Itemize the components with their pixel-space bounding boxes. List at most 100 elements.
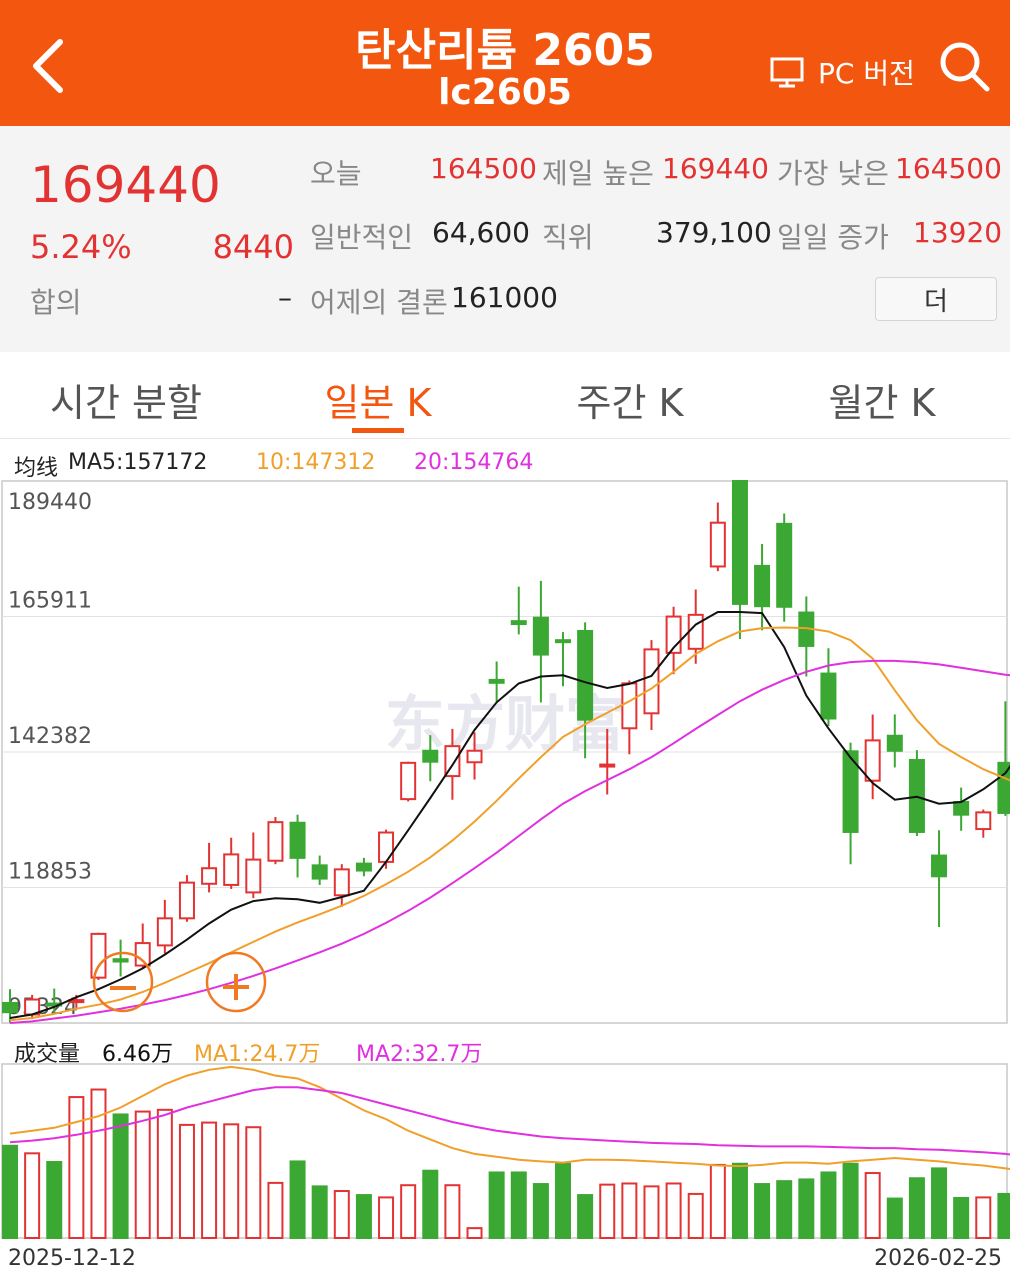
zoom-in-icon[interactable] — [205, 951, 267, 1013]
ma20-legend: 20:154764 — [414, 450, 534, 475]
volume-label: 일반적인 — [310, 221, 414, 254]
prev-settle-label: 어제의 결론 — [310, 286, 448, 319]
volume-bar-down — [510, 1171, 527, 1239]
candle-up — [378, 831, 395, 863]
candle-up — [643, 648, 660, 715]
candle-up — [864, 739, 881, 782]
prev-settle-value: 161000 — [451, 281, 558, 314]
volume-ma2-legend: MA2:32.7万 — [356, 1042, 483, 1067]
price-axis-tick: 142382 — [8, 724, 92, 749]
candle-down — [510, 620, 527, 626]
volume-bar-up — [621, 1182, 638, 1239]
ma10-line — [9, 626, 1010, 1022]
candle-down — [532, 616, 549, 656]
volume-bar-up — [864, 1172, 881, 1240]
candle-down — [555, 639, 571, 644]
volume-bar-up — [245, 1126, 262, 1239]
volume-bar-down — [289, 1160, 306, 1239]
volume-bar-down — [311, 1185, 328, 1240]
volume-bar-down — [422, 1169, 439, 1239]
volume-bar-up — [975, 1196, 992, 1240]
tab-weekly-k[interactable]: 주간 K — [576, 381, 684, 425]
open-label: 오늘 — [310, 157, 362, 190]
candle-up — [245, 858, 262, 894]
candle-up — [156, 917, 173, 947]
candle-down — [422, 749, 439, 763]
candle-down — [355, 862, 372, 872]
ma-legend-title: 均线 — [14, 456, 59, 481]
volume-bar-up — [267, 1181, 284, 1240]
chevron-left-icon[interactable] — [26, 36, 72, 96]
volume-bar-down — [555, 1162, 571, 1240]
candle-down — [997, 761, 1010, 814]
candle-down — [931, 854, 948, 878]
volume-bar-down — [842, 1162, 859, 1240]
volume-bar-up — [156, 1108, 173, 1239]
zoom-out-ring — [92, 951, 154, 1013]
candle-up — [267, 821, 284, 862]
position-label: 직위 — [542, 221, 594, 254]
candle-up — [621, 682, 638, 730]
volume-bar-up — [687, 1192, 704, 1240]
contract-code: lc2605 — [438, 72, 572, 113]
volume-bar-up — [400, 1184, 417, 1239]
ma20-line — [9, 659, 1010, 1024]
candle-down — [820, 672, 837, 720]
volume-bar-up — [709, 1163, 726, 1240]
search-icon[interactable] — [936, 38, 992, 94]
candle-down — [289, 821, 306, 859]
price-axis-tick: 165911 — [8, 589, 92, 614]
candle-down — [488, 678, 505, 684]
settle-label: 합의 — [30, 286, 82, 319]
volume-bar-up — [643, 1185, 660, 1240]
last-price: 169440 — [30, 156, 221, 214]
volume-legend-value: 6.46万 — [102, 1042, 173, 1067]
volume-bar-down — [798, 1178, 815, 1240]
price-axis-tick: 118853 — [8, 860, 92, 885]
candle-down — [577, 629, 594, 721]
candle-down — [776, 522, 793, 608]
candle-up — [90, 932, 107, 979]
volume-bar-up — [466, 1227, 483, 1240]
active-tab-indicator — [352, 428, 404, 433]
tab-daily-k[interactable]: 일본 K — [324, 381, 432, 425]
volume-bar-up — [223, 1123, 240, 1239]
tab-monthly-k[interactable]: 월간 K — [828, 381, 936, 425]
daily-increase-value: 13920 — [913, 216, 1003, 249]
candle-down — [842, 750, 859, 833]
pc-version-button[interactable]: PC 버전 — [770, 52, 915, 92]
volume-bar-up — [68, 1096, 85, 1240]
volume-bar-down — [997, 1192, 1010, 1240]
ma5-legend: MA5:157172 — [68, 450, 208, 475]
candle-down — [112, 958, 129, 963]
candle-up — [178, 881, 195, 920]
volume-bar-down — [908, 1177, 925, 1240]
candle-up — [466, 749, 483, 764]
candle-up — [134, 942, 151, 967]
volume-bar-up — [333, 1190, 350, 1240]
volume-bar-up — [134, 1110, 151, 1240]
change-amount: 8440 — [212, 228, 294, 266]
volume-bar-up — [178, 1123, 195, 1240]
candle-down — [754, 564, 771, 608]
volume-bar-up — [378, 1196, 395, 1240]
volume-ma2-line — [9, 1086, 1010, 1156]
ma10-legend: 10:147312 — [256, 450, 376, 475]
zoom-out-icon[interactable] — [92, 951, 154, 1013]
tab-intraday[interactable]: 시간 분할 — [50, 381, 202, 425]
ma5-line — [9, 611, 1010, 1019]
low-value: 164500 — [895, 152, 1002, 185]
pc-version-label: PC 버전 — [818, 57, 915, 90]
volume-bar-up — [24, 1152, 41, 1239]
candle-down — [953, 800, 970, 816]
volume-bar-down — [577, 1194, 594, 1239]
settle-value: – — [278, 281, 292, 314]
candle-up — [975, 811, 992, 831]
quote-panel: 169440 5.24% 8440 합의 – 오늘 164500 제일 높은 1… — [0, 126, 1010, 352]
more-button[interactable]: 더 — [875, 277, 997, 321]
volume-bar-down — [754, 1183, 771, 1240]
volume-ma1-legend: MA1:24.7万 — [194, 1042, 321, 1067]
candle-down — [886, 734, 903, 752]
change-percent: 5.24% — [30, 228, 132, 266]
